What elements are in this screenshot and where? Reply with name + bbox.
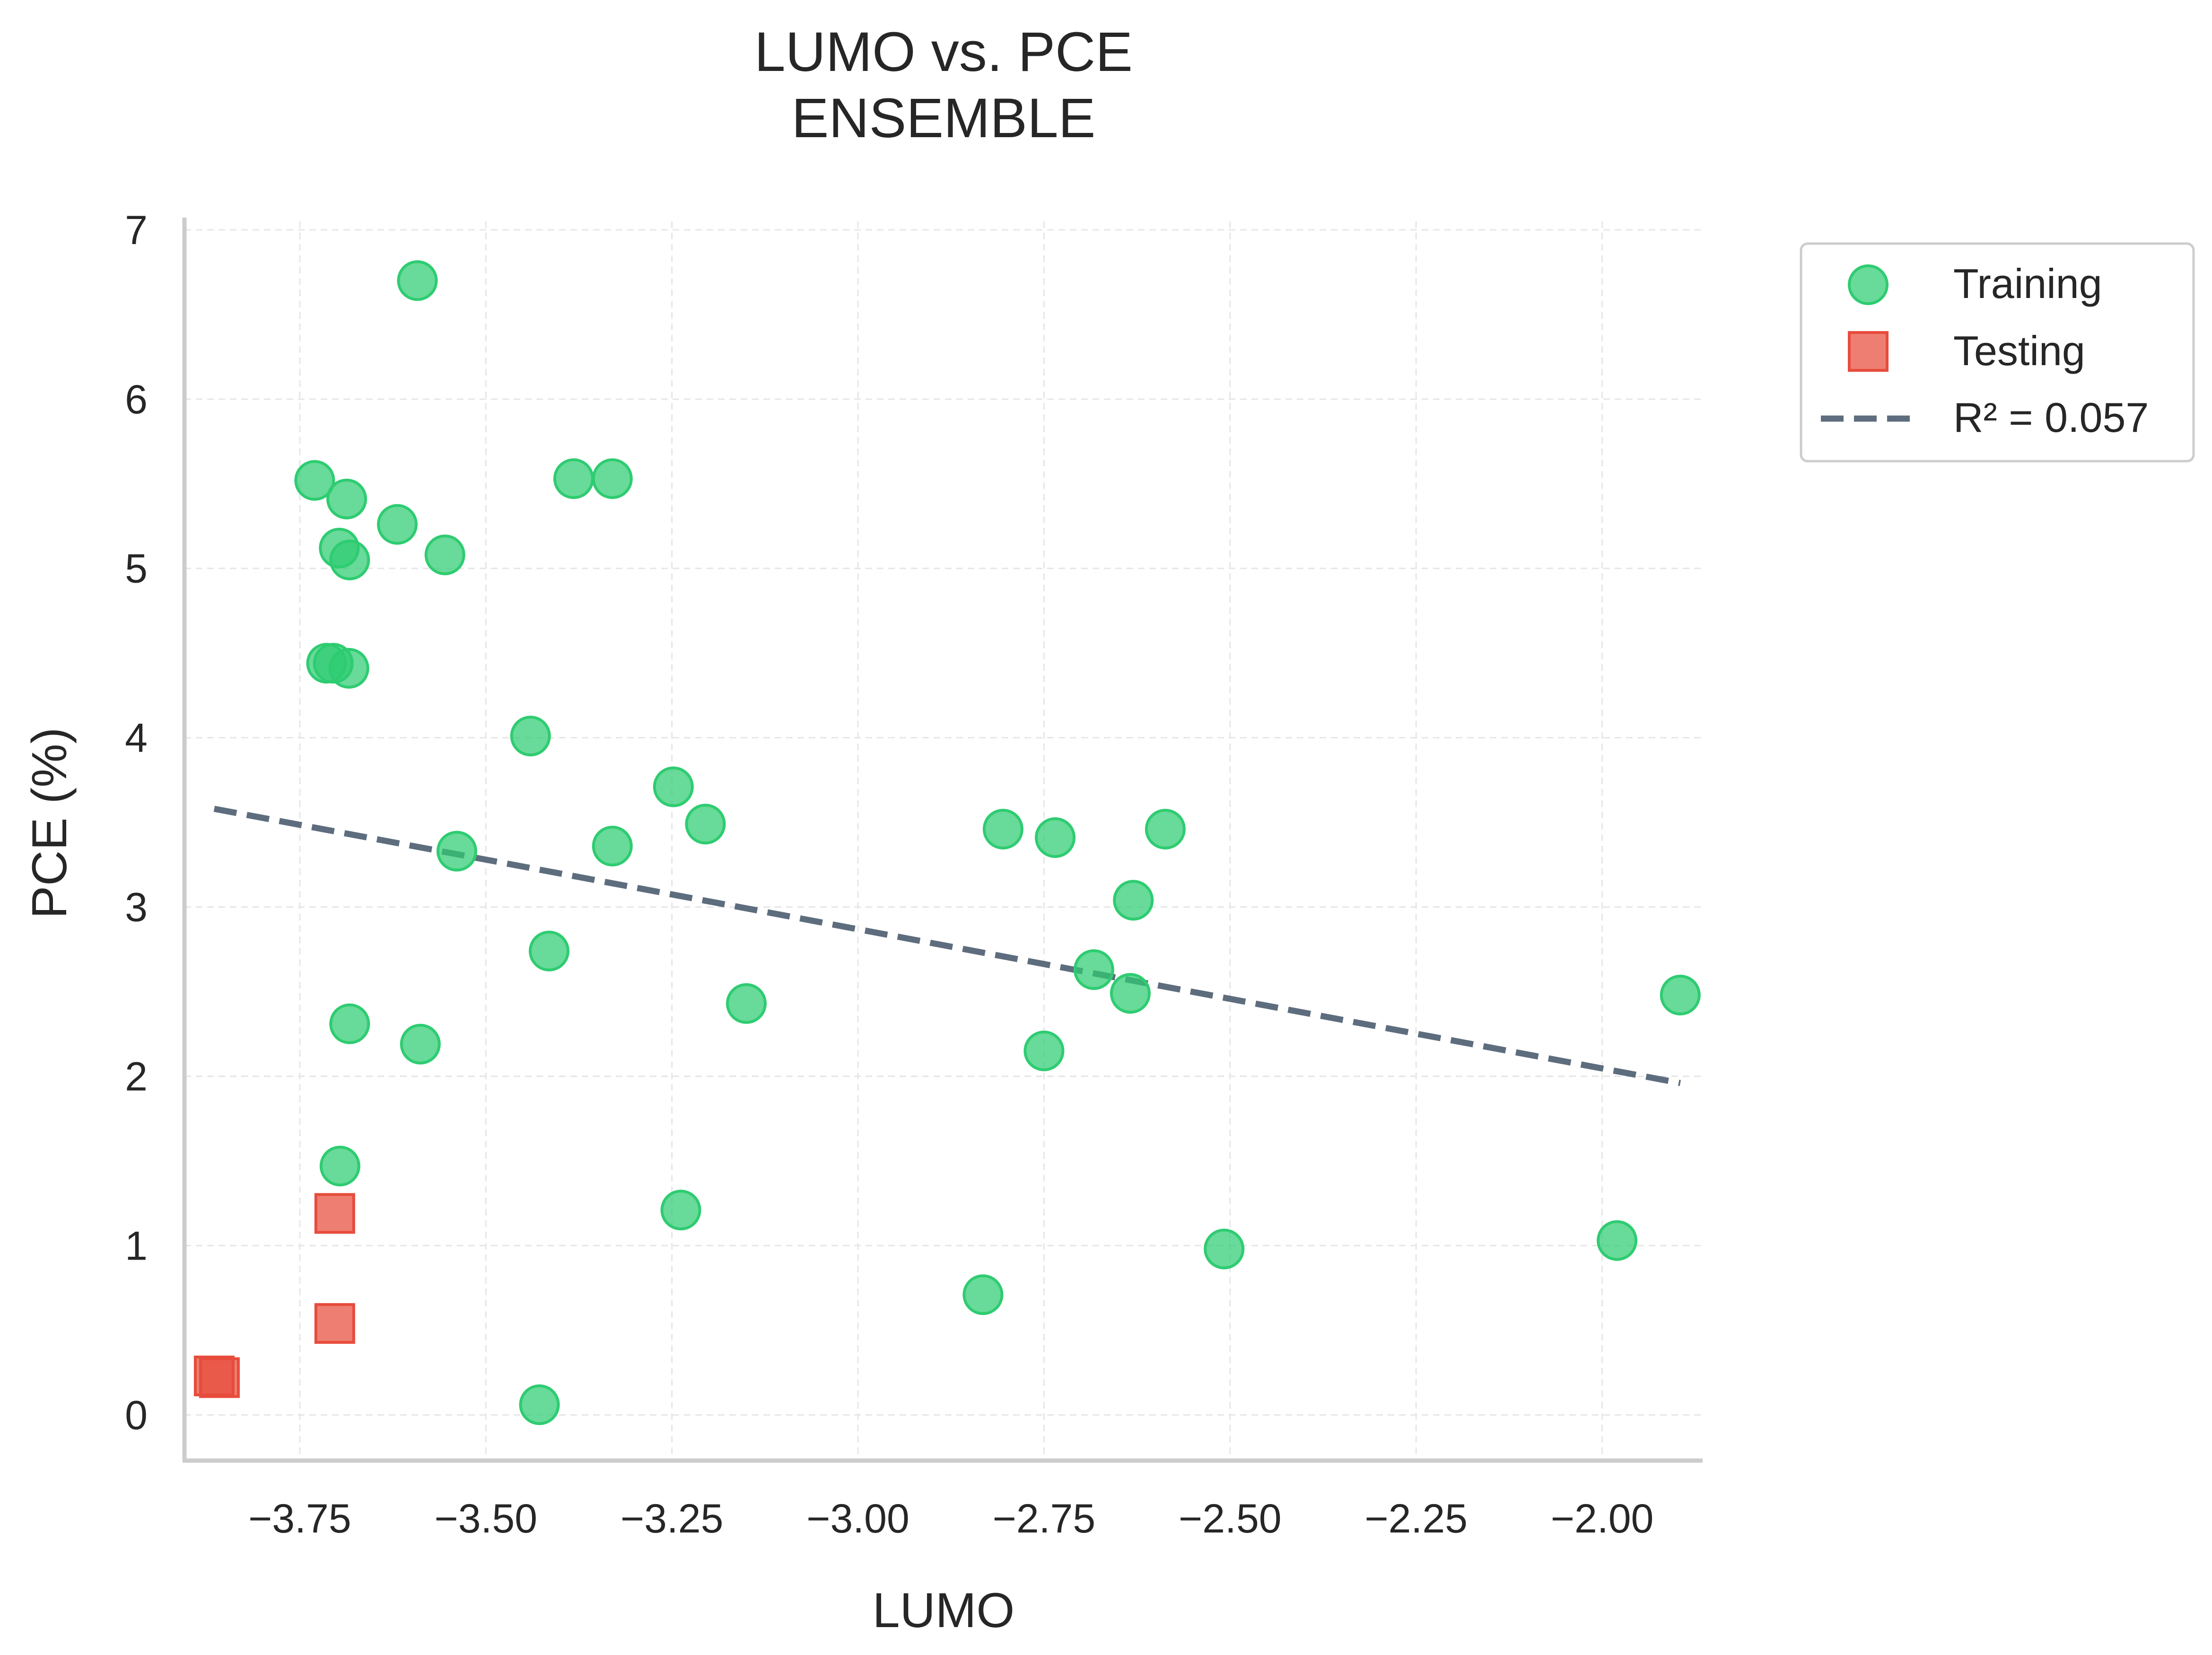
training-point <box>400 1024 441 1065</box>
data-points <box>193 260 1701 1425</box>
training-point <box>519 1384 560 1425</box>
training-point <box>726 983 767 1024</box>
training-point <box>1204 1228 1245 1270</box>
chart-title-line: ENSEMBLE <box>792 87 1096 149</box>
legend-training-marker <box>1848 264 1889 305</box>
y-tick-label: 5 <box>125 546 148 592</box>
chart-title-line: LUMO vs. PCE <box>754 21 1133 83</box>
legend-testing-label: Testing <box>1953 327 2085 374</box>
y-tick-label: 6 <box>125 377 148 422</box>
training-point <box>1597 1220 1638 1261</box>
y-tick-label: 2 <box>125 1054 148 1100</box>
training-point <box>1145 808 1186 849</box>
training-point <box>553 458 594 499</box>
x-tick-label: −3.25 <box>621 1496 724 1541</box>
training-point <box>436 831 477 872</box>
training-point <box>424 534 465 576</box>
training-point <box>328 648 369 689</box>
grid <box>184 221 1703 1461</box>
training-point <box>510 716 551 757</box>
x-tick-label: −2.75 <box>993 1496 1096 1541</box>
axes <box>182 218 1703 1463</box>
x-tick-label: −3.00 <box>806 1496 909 1541</box>
y-axis-label: PCE (%) <box>22 727 77 919</box>
y-tick-label: 4 <box>125 716 148 761</box>
x-tick-label: −2.25 <box>1364 1496 1468 1541</box>
training-point <box>1113 880 1154 921</box>
training-point <box>529 930 570 972</box>
legend-training-label: Training <box>1953 260 2102 307</box>
training-point <box>329 539 370 580</box>
training-point <box>1023 1030 1065 1071</box>
y-tick-label: 1 <box>125 1223 148 1269</box>
x-tick-label: −2.00 <box>1551 1496 1654 1541</box>
y-tick-label: 7 <box>125 208 148 253</box>
testing-point <box>199 1357 240 1398</box>
training-point <box>685 804 726 845</box>
x-axis-label: LUMO <box>873 1583 1014 1638</box>
testing-point <box>314 1303 355 1344</box>
testing-point <box>314 1193 355 1234</box>
training-point <box>1110 973 1151 1014</box>
legend-fit-label: R² = 0.057 <box>1953 394 2149 441</box>
training-point <box>1073 949 1114 990</box>
training-point <box>397 260 438 301</box>
training-point <box>653 766 694 807</box>
training-point <box>982 808 1023 849</box>
chart-title: LUMO vs. PCE ENSEMBLE <box>754 21 1133 149</box>
training-point <box>1660 974 1701 1016</box>
training-point <box>1035 817 1076 858</box>
x-tick-label: −2.50 <box>1179 1496 1282 1541</box>
y-tick-label: 0 <box>125 1392 148 1438</box>
x-tick-label: −3.75 <box>248 1496 351 1541</box>
legend-box <box>1800 242 2195 463</box>
legend: Training Testing R² = 0.057 <box>1800 242 2195 463</box>
training-point <box>329 1003 370 1044</box>
training-point <box>294 460 335 501</box>
x-tick-label: −3.50 <box>434 1496 537 1541</box>
training-point <box>319 1146 360 1187</box>
legend-testing-marker <box>1848 331 1889 372</box>
x-ticks: −3.75 −3.50 −3.25 −3.00 −2.75 −2.50 −2.25 −2.00 <box>248 1496 1653 1541</box>
training-point <box>377 504 418 545</box>
training-point <box>326 478 367 519</box>
training-point <box>592 825 633 867</box>
y-ticks: 0 1 2 3 4 5 6 7 <box>125 208 148 1438</box>
y-tick-label: 3 <box>125 885 148 930</box>
training-point <box>660 1190 701 1231</box>
training-point <box>592 458 633 499</box>
training-point <box>962 1274 1004 1315</box>
